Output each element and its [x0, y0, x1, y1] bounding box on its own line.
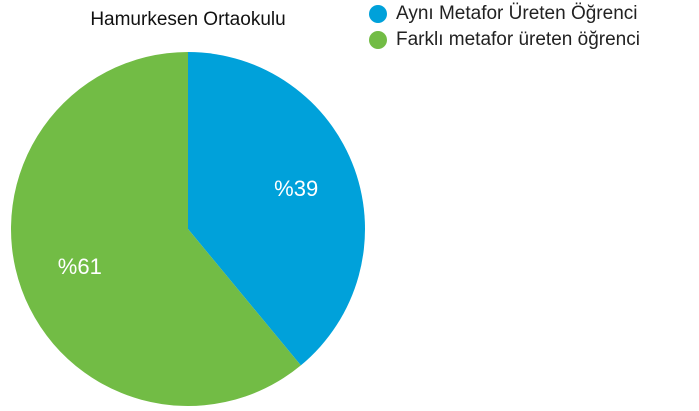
legend-marker	[369, 31, 387, 49]
chart-title: Hamurkesen Ortaokulu	[90, 9, 285, 30]
pie-slice	[188, 52, 365, 366]
data-label: %39	[274, 176, 318, 201]
legend-label: Aynı Metafor Üreten Öğrenci	[396, 3, 637, 24]
data-label: %61	[58, 254, 102, 279]
legend-label: Farklı metafor üreten öğrenci	[396, 29, 640, 50]
pie-slice	[10, 52, 301, 406]
legend-marker	[369, 5, 387, 23]
